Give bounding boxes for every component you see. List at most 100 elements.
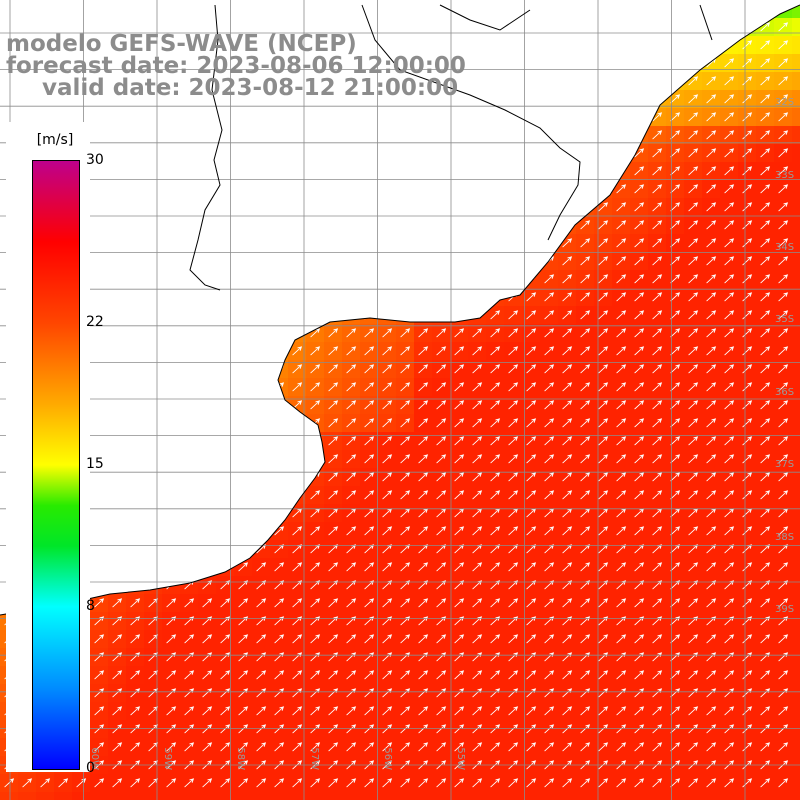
field-cell	[486, 108, 504, 126]
wind-arrow	[509, 257, 518, 265]
wind-arrow	[257, 365, 266, 373]
wind-arrow	[167, 311, 176, 319]
wind-arrow	[311, 23, 320, 31]
wind-arrow	[131, 275, 140, 283]
field-cell	[684, 792, 702, 800]
wind-arrow	[95, 5, 104, 13]
field-cell	[234, 180, 252, 198]
wind-arrow	[203, 365, 212, 373]
field-cell	[306, 234, 324, 252]
field-cell	[360, 144, 378, 162]
field-cell	[108, 522, 126, 540]
wind-arrow	[347, 221, 356, 229]
field-cell	[576, 0, 594, 18]
field-cell	[432, 126, 450, 144]
border-line	[440, 5, 530, 30]
wind-arrow	[401, 5, 410, 13]
wind-arrow	[257, 113, 266, 121]
wind-arrow	[77, 23, 86, 31]
field-cell	[180, 108, 198, 126]
latitude-label: 38S	[775, 532, 794, 543]
wind-arrow	[95, 257, 104, 265]
field-cell	[90, 432, 108, 450]
field-cell	[792, 342, 800, 360]
wind-arrow	[365, 131, 374, 139]
wind-arrow	[131, 185, 140, 193]
latitude-label: 37S	[775, 459, 794, 470]
field-cell	[702, 36, 720, 54]
wind-arrow	[545, 77, 554, 85]
field-cell	[468, 270, 486, 288]
wind-arrow	[563, 23, 572, 31]
field-cell	[450, 270, 468, 288]
field-cell	[342, 288, 360, 306]
field-cell	[126, 234, 144, 252]
field-cell	[180, 198, 198, 216]
field-cell	[612, 792, 630, 800]
wind-arrow	[203, 563, 212, 571]
field-cell	[504, 90, 522, 108]
field-cell	[180, 792, 198, 800]
field-cell	[108, 378, 126, 396]
field-cell	[288, 180, 306, 198]
wind-arrow	[149, 383, 158, 391]
wind-arrow	[311, 257, 320, 265]
wind-arrow	[185, 221, 194, 229]
field-cell	[252, 414, 270, 432]
wind-arrow	[455, 185, 464, 193]
wind-arrow	[149, 401, 158, 409]
field-cell	[630, 90, 648, 108]
wind-arrow	[563, 113, 572, 121]
wind-arrow	[185, 491, 194, 499]
wind-arrow	[149, 311, 158, 319]
field-cell	[198, 252, 216, 270]
field-cell	[162, 234, 180, 252]
wind-arrow	[311, 437, 320, 445]
field-cell	[342, 108, 360, 126]
wind-arrow	[239, 23, 248, 31]
field-cell	[126, 468, 144, 486]
field-cell	[216, 378, 234, 396]
field-cell	[342, 216, 360, 234]
wind-arrow	[203, 311, 212, 319]
field-cell	[306, 144, 324, 162]
wind-arrow	[419, 23, 428, 31]
field-cell	[540, 198, 558, 216]
field-cell	[180, 252, 198, 270]
wind-arrow	[113, 167, 122, 175]
field-cell	[216, 324, 234, 342]
field-cell	[342, 0, 360, 18]
wind-arrow	[239, 455, 248, 463]
field-cell	[504, 162, 522, 180]
field-cell	[144, 486, 162, 504]
field-cell	[558, 72, 576, 90]
field-cell	[558, 792, 576, 800]
field-cell	[180, 504, 198, 522]
wind-arrow	[113, 545, 122, 553]
wind-arrow	[347, 113, 356, 121]
field-cell	[270, 234, 288, 252]
field-cell	[378, 234, 396, 252]
field-cell	[576, 198, 594, 216]
field-cell	[270, 180, 288, 198]
field-cell	[108, 558, 126, 576]
field-cell	[144, 234, 162, 252]
field-cell	[216, 504, 234, 522]
field-cell	[648, 72, 666, 90]
wind-arrow	[527, 113, 536, 121]
wind-arrow	[95, 239, 104, 247]
field-cell	[432, 252, 450, 270]
wind-arrow	[185, 401, 194, 409]
wind-arrow	[527, 149, 536, 157]
wind-arrow	[347, 311, 356, 319]
wind-arrow	[545, 167, 554, 175]
wind-arrow	[599, 23, 608, 31]
field-cell	[180, 126, 198, 144]
field-cell	[324, 216, 342, 234]
wind-arrow	[221, 257, 230, 265]
field-cell	[234, 144, 252, 162]
wind-arrow	[527, 257, 536, 265]
wind-arrow	[527, 41, 536, 49]
field-cell	[162, 486, 180, 504]
wind-arrow	[95, 545, 104, 553]
